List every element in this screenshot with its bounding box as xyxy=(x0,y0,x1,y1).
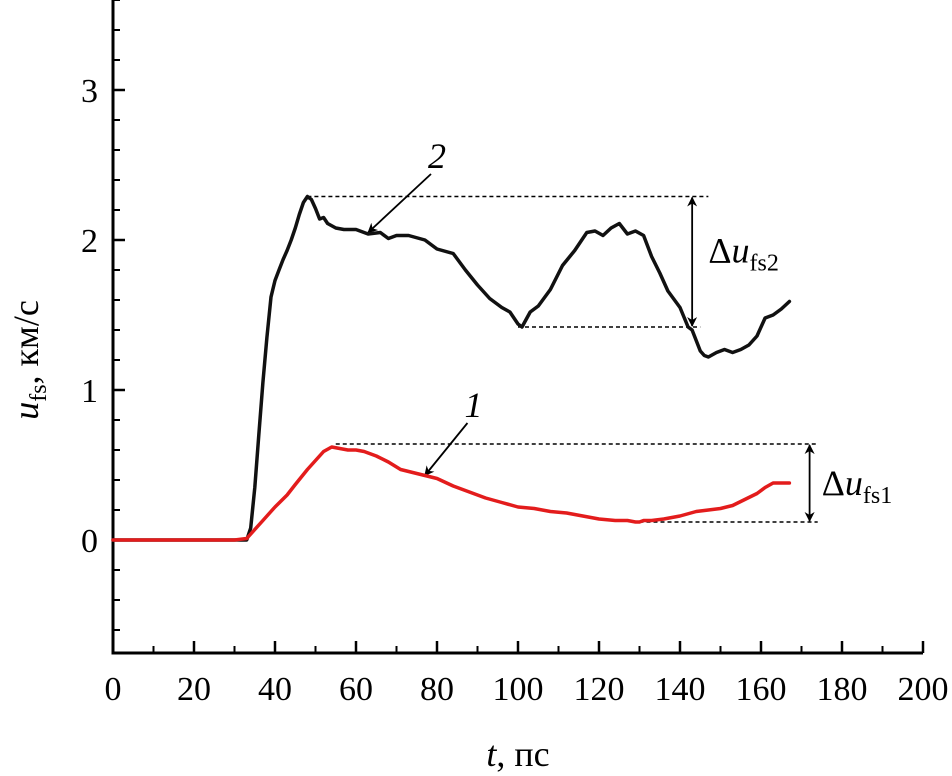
series-line-1 xyxy=(111,445,792,542)
annotations: Δufs2 Δufs1 2 1 xyxy=(307,136,893,523)
axis-labels: 0 20 40 60 80 100 120 140 160 180 200 0 1 2 3 t, пс ufs,… xyxy=(6,73,949,774)
curve-label-arrow xyxy=(367,173,432,234)
x-tick-label: 120 xyxy=(574,671,625,708)
y-tick-label: 2 xyxy=(81,223,98,260)
delta-label: Δufs1 xyxy=(822,463,893,509)
curve-label-arrow xyxy=(424,422,469,477)
x-tick-label: 80 xyxy=(420,671,454,708)
series-line-2 xyxy=(111,194,792,542)
y-tick-label: 0 xyxy=(81,523,98,560)
y-axis-title: ufs, км/с xyxy=(6,300,52,420)
y-tick-label: 3 xyxy=(81,73,98,110)
x-tick-label: 140 xyxy=(655,671,706,708)
curve-label-1: 1 xyxy=(464,385,482,425)
x-tick-label: 40 xyxy=(258,671,292,708)
delta-label: Δufs2 xyxy=(708,231,779,277)
y-tick-label: 1 xyxy=(81,373,98,410)
axes xyxy=(111,0,925,655)
x-tick-label: 20 xyxy=(177,671,211,708)
x-axis-title: t, пс xyxy=(486,734,549,774)
x-tick-label: 0 xyxy=(105,671,122,708)
curve-label-2: 2 xyxy=(428,136,446,176)
series-group xyxy=(111,194,792,542)
x-tick-label: 200 xyxy=(898,671,949,708)
x-tick-label: 100 xyxy=(493,671,544,708)
x-tick-label: 160 xyxy=(736,671,787,708)
x-tick-label: 180 xyxy=(817,671,868,708)
x-tick-label: 60 xyxy=(339,671,373,708)
